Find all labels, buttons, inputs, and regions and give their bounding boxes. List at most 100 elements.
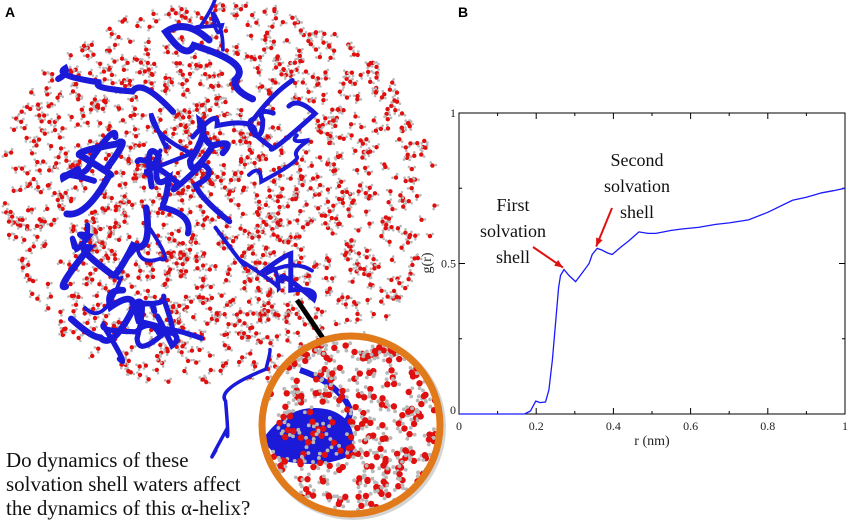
hydrogen-atom (423, 218, 427, 221)
hydrogen-atom (232, 2, 236, 5)
hydrogen-atom (7, 237, 11, 240)
oxygen-atom (35, 102, 41, 107)
hydrogen-atom (416, 253, 419, 256)
hydrogen-atom (181, 303, 184, 306)
hydrogen-atom (292, 73, 296, 77)
oxygen-atom (382, 92, 387, 97)
hydrogen-atom (124, 121, 127, 125)
hydrogen-atom (337, 219, 341, 223)
oxygen-atom (143, 79, 148, 84)
hydrogen-atom (246, 20, 250, 23)
hydrogen-atom (278, 333, 282, 337)
hydrogen-atom (268, 338, 272, 342)
oxygen-atom (243, 3, 248, 9)
hydrogen-atom (223, 233, 227, 237)
hydrogen-atom (335, 120, 339, 123)
hydrogen-atom (92, 173, 95, 176)
oxygen-atom (221, 246, 227, 251)
hydrogen-atom (303, 160, 307, 163)
hydrogen-atom (46, 113, 49, 117)
hydrogen-atom (91, 251, 95, 255)
hydrogen-atom (118, 120, 122, 124)
hydrogen-atom (176, 54, 180, 57)
hydrogen-atom (120, 213, 123, 217)
hydrogen-atom (290, 244, 294, 248)
hydrogen-atom (255, 362, 259, 365)
oxygen-atom (355, 311, 360, 317)
oxygen-atom (303, 69, 309, 74)
hydrogen-atom (315, 335, 319, 339)
hydrogen-atom (222, 96, 225, 100)
oxygen-atom (103, 156, 109, 162)
hydrogen-atom (217, 93, 221, 96)
hydrogen-atom (185, 310, 189, 314)
oxygen-atom (317, 155, 323, 160)
hydrogen-atom (182, 139, 186, 142)
hydrogen-atom (185, 372, 189, 375)
oxygen-atom (299, 157, 305, 162)
oxygen-atom (371, 311, 376, 317)
hydrogen-atom (342, 85, 345, 89)
hydrogen-atom (252, 242, 256, 246)
hydrogen-atom (258, 74, 262, 77)
hydrogen-atom (301, 71, 305, 75)
oxygen-atom (29, 90, 34, 95)
hydrogen-atom (250, 363, 254, 367)
hydrogen-atom (187, 207, 191, 211)
oxygen-atom (256, 70, 261, 75)
hydrogen-atom (259, 309, 263, 312)
hydrogen-atom (184, 82, 187, 86)
oxygen-atom (295, 330, 300, 336)
oxygen-atom (125, 273, 130, 278)
hydrogen-atom (35, 278, 38, 282)
hydrogen-atom (364, 157, 367, 161)
hydrogen-atom (36, 106, 40, 110)
hydrogen-atom (122, 208, 125, 211)
hydrogen-atom (301, 47, 304, 51)
hydrogen-atom (192, 109, 195, 113)
oxygen-atom (298, 167, 303, 173)
hydrogen-atom (426, 141, 429, 144)
hydrogen-atom (174, 19, 177, 22)
oxygen-atom (106, 152, 112, 158)
hydrogen-atom (302, 245, 305, 249)
hydrogen-atom (22, 170, 26, 174)
hydrogen-atom (331, 141, 335, 145)
oxygen-atom (194, 258, 199, 264)
hydrogen-atom (50, 117, 53, 121)
hydrogen-atom (223, 167, 227, 170)
hydrogen-atom (175, 301, 179, 305)
hydrogen-atom (384, 239, 388, 242)
hydrogen-atom (35, 135, 39, 139)
hydrogen-atom (343, 188, 347, 191)
hydrogen-atom (107, 203, 110, 206)
oxygen-atom (264, 222, 269, 227)
hydrogen-atom (419, 257, 423, 261)
hydrogen-atom (79, 70, 82, 74)
oxygen-atom (185, 358, 191, 364)
hydrogen-atom (297, 190, 301, 194)
oxygen-atom (275, 198, 280, 204)
hydrogen-atom (214, 268, 218, 272)
hydrogen-atom (276, 338, 279, 342)
hydrogen-atom (275, 12, 279, 15)
oxygen-atom (333, 123, 338, 129)
hydrogen-atom (252, 368, 256, 372)
oxygen-atom (257, 55, 263, 60)
oxygen-atom (239, 355, 245, 360)
oxygen-atom (102, 77, 107, 82)
hydrogen-atom (218, 163, 222, 167)
hydrogen-atom (187, 127, 191, 130)
hydrogen-atom (246, 186, 249, 189)
hydrogen-atom (369, 287, 373, 290)
hydrogen-atom (295, 17, 299, 21)
hydrogen-atom (32, 93, 36, 97)
oxygen-atom (47, 119, 52, 125)
oxygen-atom (120, 118, 126, 123)
hydrogen-atom (127, 154, 131, 157)
hydrogen-atom (308, 280, 312, 284)
oxygen-atom (149, 81, 154, 86)
hydrogen-atom (325, 197, 328, 200)
oxygen-atom (242, 279, 247, 285)
